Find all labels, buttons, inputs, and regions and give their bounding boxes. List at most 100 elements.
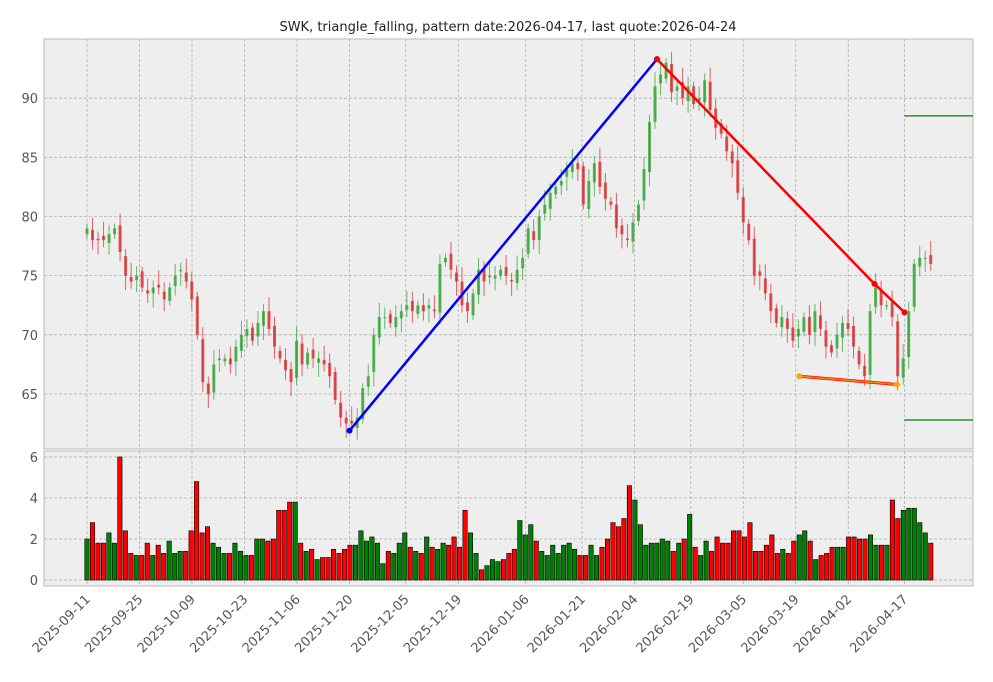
candle-body [410,300,414,312]
volume-bar [358,530,364,581]
volume-bar [752,551,758,581]
volume-tick-label: 6 [30,451,38,466]
volume-bar [544,555,550,581]
candle-body [807,317,811,335]
volume-bar [369,536,375,581]
volume-bar [594,555,600,581]
candle-body [642,169,646,201]
candle-body [532,231,536,241]
candle-body [752,238,756,276]
candle-body [565,169,569,177]
candle-body [217,358,221,361]
volume-bar [177,551,183,581]
candle-body [587,180,591,209]
candle-body [581,166,585,205]
volume-bar [128,553,134,581]
candle-body [184,272,188,282]
candle-body [168,287,172,301]
volume-bar [681,538,687,581]
candle-body [267,311,271,329]
candle-body [228,358,232,365]
volume-bar [610,522,616,581]
candle-body [284,359,288,371]
candle-body [780,317,784,328]
volume-bar [637,524,643,581]
candle-body [664,62,668,79]
volume-tick-label: 2 [30,533,38,548]
volume-bar [347,544,353,581]
candle-body [631,222,635,242]
volume-bar [95,542,101,581]
candle-body [488,275,492,278]
candle-body [841,322,845,338]
upper-trendline-point [901,309,908,316]
volume-bar [243,555,249,581]
candle-body [317,358,321,363]
candle-body [223,358,227,362]
volume-bar [807,540,813,581]
lower-trendline-point [796,373,803,380]
volume-bar [303,551,309,581]
price-tick-label: 75 [21,270,38,285]
upper-trendline-point [871,280,878,287]
candle-body [703,80,707,103]
candle-body [140,271,144,288]
volume-bar [511,548,517,581]
volume-bar [846,536,852,581]
candle-body [609,201,613,205]
chart-title: SWK, triangle_falling, pattern date:2026… [279,20,736,35]
candle-body [449,253,453,270]
volume-bar [802,530,808,581]
candle-body [758,271,762,276]
volume-bar [468,532,474,581]
candle-body [289,368,293,383]
volume-bar [900,509,906,581]
candle-body [162,291,166,300]
volume-bar [741,536,747,581]
candle-body [785,318,789,329]
volume-bar [478,569,484,581]
volume-bar [446,544,452,581]
volume-bar [352,544,358,581]
candle-body [741,197,745,223]
candle-body [482,268,486,282]
volume-bar [522,534,528,581]
volume-bar [550,544,556,581]
volume-bar [336,553,342,581]
candle-body [504,266,508,276]
volume-bar [604,538,610,581]
candle-body [907,311,911,358]
candle-body [929,255,933,264]
price-tick-label: 90 [21,92,38,107]
candle-body [366,376,370,387]
volume-bar [731,530,737,581]
volume-bar [385,551,391,581]
candle-body [416,305,420,314]
candle-body [322,359,326,365]
candle-body [333,371,337,400]
volume-bar [500,559,506,581]
volume-bar [331,548,337,581]
candle-body [206,383,210,394]
volume-bar [248,555,254,581]
volume-bar [100,542,106,581]
candle-body [427,305,431,309]
candle-body [824,330,828,347]
volume-bar [232,542,238,581]
volume-bar [172,553,178,581]
candle-body [835,334,839,349]
volume-bar [736,530,742,581]
candle-body [113,228,117,235]
volume-bar [139,555,145,581]
volume-bar [484,565,490,581]
candle-body [339,402,343,418]
price-tick-label: 85 [21,151,38,166]
volume-bar [665,540,671,581]
volume-bar [183,551,189,581]
candle-body [151,287,155,294]
volume-bar [555,553,561,581]
lower-trendline [799,375,898,386]
candle-body [923,257,927,259]
volume-bar [840,546,846,581]
